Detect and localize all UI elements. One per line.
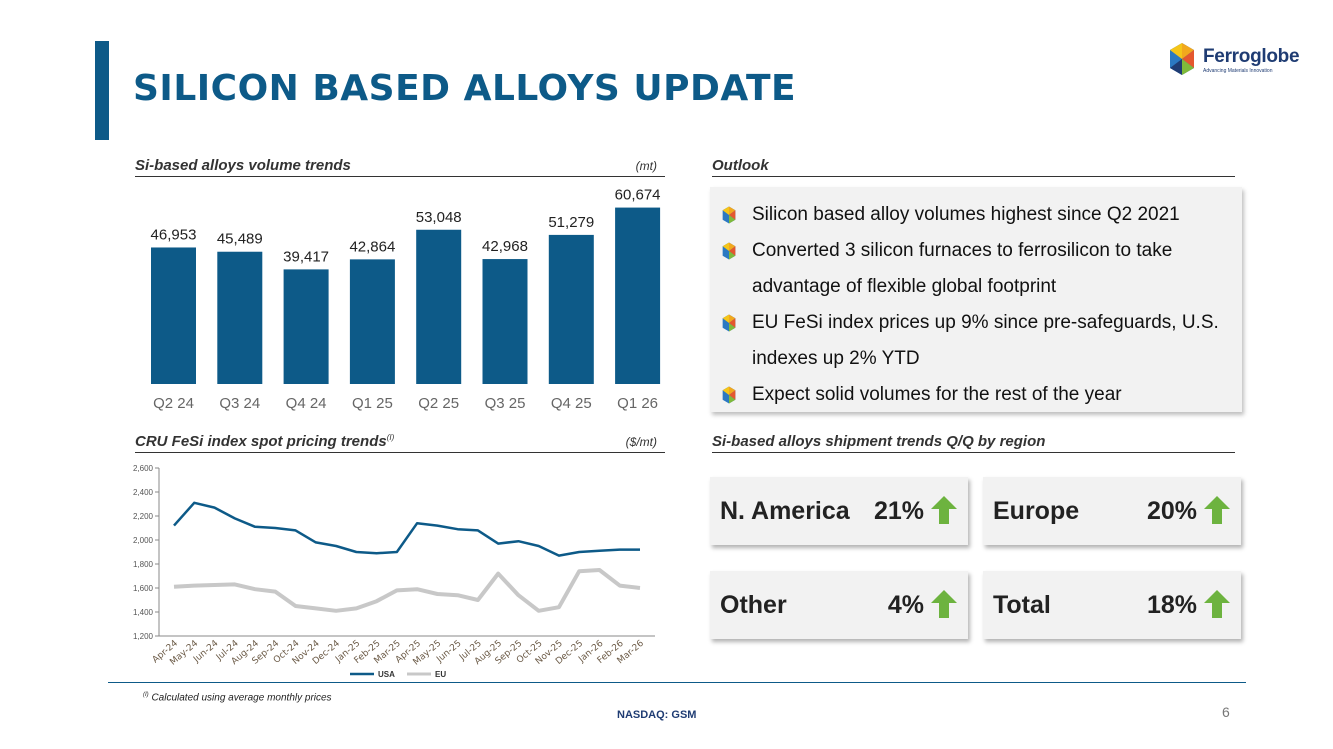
y-tick-label: 1,600 (133, 584, 154, 593)
bar-category-label: Q1 25 (352, 395, 393, 412)
outlook-bullet-text: Silicon based alloy volumes highest sinc… (752, 204, 1180, 225)
series-line-eu (173, 568, 641, 613)
bar-category-label: Q2 24 (153, 395, 194, 412)
region-label: Europe (993, 497, 1080, 525)
volume-section-header: Si-based alloys volume trends (mt) (135, 157, 665, 177)
y-tick-label: 1,400 (133, 608, 154, 617)
volume-bar (349, 259, 395, 384)
volume-bar (283, 269, 329, 384)
bar-value-label: 53,048 (416, 209, 462, 226)
logo-tagline: Advancing Materials Innovation (1203, 68, 1273, 74)
volume-bar (217, 251, 263, 384)
y-tick-label: 1,800 (133, 560, 154, 569)
bar-category-label: Q3 25 (485, 395, 526, 412)
ticker-label: NASDAQ: GSM (617, 709, 697, 721)
volume-bar (416, 229, 462, 384)
y-tick-label: 2,600 (133, 464, 154, 473)
bar-value-label: 46,953 (151, 226, 197, 243)
ferroglobe-logo: Ferroglobe Advancing Materials Innovatio… (1165, 42, 1305, 78)
ferroglobe-globe-icon (1170, 43, 1194, 75)
bar-value-label: 51,279 (548, 214, 594, 231)
pricing-footnote-marker: (I) (386, 433, 395, 442)
bar-category-label: Q2 25 (418, 395, 459, 412)
region-card-other: Other 4% (710, 571, 968, 639)
footnote-text: Calculated using average monthly prices (151, 692, 332, 704)
region-card-north-america: N. America 21% (710, 477, 968, 545)
logo-name: Ferroglobe (1203, 46, 1300, 67)
pricing-section-header: CRU FeSi index spot pricing trends(I) ($… (135, 433, 665, 453)
bar-value-label: 42,864 (349, 238, 395, 255)
up-arrow-icon (931, 496, 957, 524)
pricing-unit: ($/mt) (625, 435, 657, 449)
volume-bar-chart: 46,953 Q2 24 45,489 Q3 24 39,417 Q4 24 42,864 Q… (151, 187, 661, 412)
bar-category-label: Q4 25 (551, 395, 592, 412)
globe-bullet-icon (720, 314, 738, 332)
volume-bar (615, 207, 661, 384)
up-arrow-icon (931, 590, 957, 618)
footnote-marker: (I) (143, 692, 149, 698)
title-accent-bar (95, 41, 109, 140)
bar-category-label: Q1 26 (617, 395, 658, 412)
bar-value-label: 45,489 (217, 231, 263, 248)
bar-value-label: 60,674 (615, 187, 661, 204)
region-change-value: 20% (1146, 497, 1197, 525)
outlook-bullet-text: Converted 3 silicon furnaces to ferrosil… (752, 240, 1173, 261)
outlook-box: Silicon based alloy volumes highest sinc… (710, 187, 1242, 412)
region-change-value: 4% (887, 591, 924, 619)
up-arrow-icon (1204, 590, 1230, 618)
region-change-value: 21% (873, 497, 924, 525)
pricing-line-chart: 1,200 1,400 1,600 1,800 2,000 2,200 2,400 2,600… (133, 464, 655, 679)
legend-label: EU (435, 670, 446, 679)
region-label: Total (993, 591, 1051, 619)
globe-bullet-icon (720, 206, 738, 224)
outlook-bullet-text: Expect solid volumes for the rest of the… (752, 384, 1122, 405)
volume-bar (151, 247, 196, 384)
footnote: (I) Calculated using average monthly pri… (143, 692, 332, 703)
globe-bullet-icon (720, 242, 738, 260)
outlook-title: Outlook (712, 157, 769, 174)
volume-unit: (mt) (635, 159, 657, 173)
pricing-section-title: CRU FeSi index spot pricing trends (135, 433, 387, 450)
region-card-total: Total 18% (983, 571, 1241, 639)
up-arrow-icon (1204, 496, 1230, 524)
bar-value-label: 42,968 (482, 238, 528, 255)
y-tick-label: 2,400 (133, 488, 154, 497)
series-line-usa (173, 501, 640, 557)
legend-label: USA (378, 670, 395, 679)
bar-category-label: Q4 24 (286, 395, 327, 412)
region-label: N. America (720, 497, 850, 525)
volume-bar (482, 259, 528, 384)
bar-category-label: Q3 24 (219, 395, 260, 412)
y-tick-label: 2,200 (133, 512, 154, 521)
region-change-value: 18% (1146, 591, 1197, 619)
shipment-section-title: Si-based alloys shipment trends Q/Q by r… (712, 433, 1046, 450)
volume-section-title: Si-based alloys volume trends (135, 157, 351, 174)
bar-value-label: 39,417 (283, 248, 329, 265)
outlook-header: Outlook (712, 157, 1235, 177)
page-title: SILICON BASED ALLOYS UPDATE (133, 68, 797, 109)
region-card-europe: Europe 20% (983, 477, 1241, 545)
y-tick-label: 1,200 (133, 632, 154, 641)
outlook-bullet-text: advantage of flexible global footprint (752, 276, 1057, 297)
shipment-section-header: Si-based alloys shipment trends Q/Q by r… (712, 433, 1235, 453)
region-label: Other (720, 591, 787, 619)
outlook-bullet-text: indexes up 2% YTD (752, 348, 920, 369)
outlook-bullet-text: EU FeSi index prices up 9% since pre-saf… (752, 312, 1219, 333)
page-number: 6 (1222, 704, 1230, 720)
footer-divider (108, 682, 1246, 683)
y-tick-label: 2,000 (133, 536, 154, 545)
volume-bar (548, 234, 594, 384)
globe-bullet-icon (720, 386, 738, 404)
